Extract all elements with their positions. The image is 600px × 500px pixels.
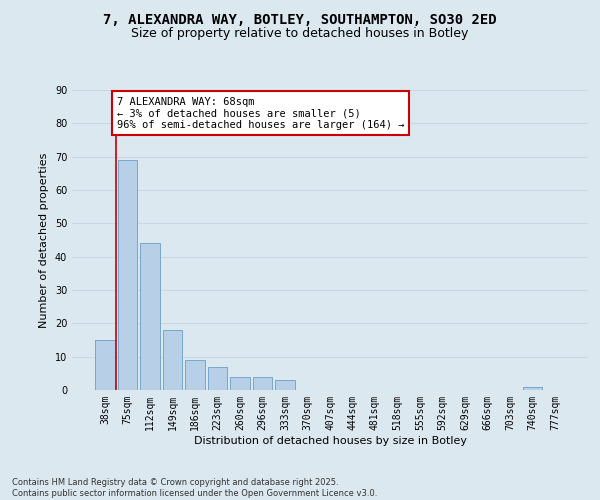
Y-axis label: Number of detached properties: Number of detached properties	[39, 152, 49, 328]
Bar	[523, 386, 542, 390]
Text: 7 ALEXANDRA WAY: 68sqm
← 3% of detached houses are smaller (5)
96% of semi-detac: 7 ALEXANDRA WAY: 68sqm ← 3% of detached …	[117, 96, 404, 130]
X-axis label: Distribution of detached houses by size in Botley: Distribution of detached houses by size …	[193, 436, 467, 446]
Bar	[95, 340, 115, 390]
Text: Size of property relative to detached houses in Botley: Size of property relative to detached ho…	[131, 28, 469, 40]
Bar	[275, 380, 295, 390]
Bar	[118, 160, 137, 390]
Text: 7, ALEXANDRA WAY, BOTLEY, SOUTHAMPTON, SO30 2ED: 7, ALEXANDRA WAY, BOTLEY, SOUTHAMPTON, S…	[103, 12, 497, 26]
Bar	[253, 376, 272, 390]
Bar	[185, 360, 205, 390]
Text: Contains HM Land Registry data © Crown copyright and database right 2025.
Contai: Contains HM Land Registry data © Crown c…	[12, 478, 377, 498]
Bar	[140, 244, 160, 390]
Bar	[163, 330, 182, 390]
Bar	[208, 366, 227, 390]
Bar	[230, 376, 250, 390]
